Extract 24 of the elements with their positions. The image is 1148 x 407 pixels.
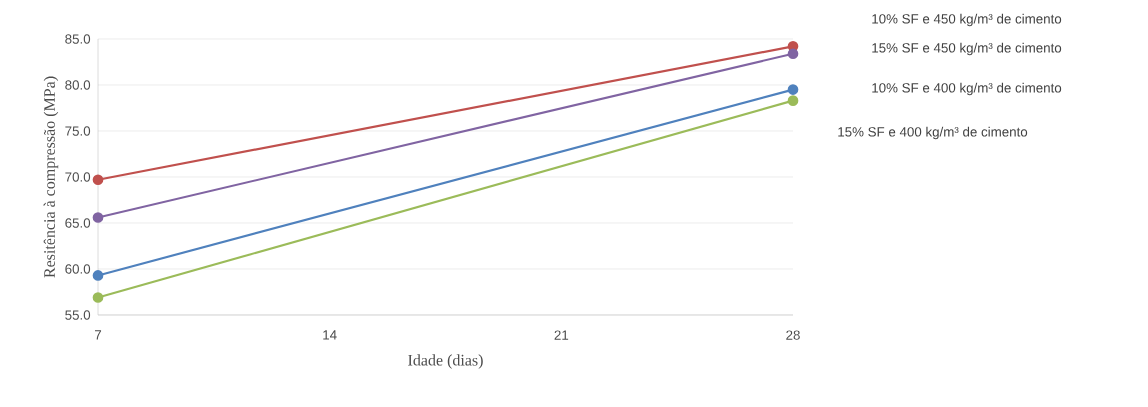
text: 10% SF e 450 kg/m³ de cimento xyxy=(872,13,1062,27)
x-axis-title: Idade (dias) xyxy=(408,354,483,369)
point xyxy=(92,292,104,303)
x-tick-label: 14 xyxy=(323,330,337,340)
text: 15% SF e 450 kg/m³ de cimento xyxy=(872,42,1062,56)
point xyxy=(787,48,799,60)
x-tick-label: 21 xyxy=(554,330,569,340)
y-tick-label: 60.0 xyxy=(65,264,91,274)
point xyxy=(787,95,799,106)
y-axis-title: Resitência à compressão (MPa) xyxy=(43,76,59,278)
point xyxy=(787,84,799,95)
y-tick-label: 85.0 xyxy=(65,34,91,44)
point xyxy=(92,270,104,281)
point xyxy=(92,212,104,223)
x-tick-label: 7 xyxy=(94,330,102,340)
point xyxy=(92,174,104,186)
text: 15% SF e 400 kg/m³ de cimento xyxy=(838,126,1028,140)
y-tick-label: 55.0 xyxy=(65,310,91,320)
y-tick-label: 65.0 xyxy=(65,218,91,228)
y-tick-label: 75.0 xyxy=(65,126,91,136)
y-tick-label: 70.0 xyxy=(65,172,91,182)
text: 10% SF e 400 kg/m³ de cimento xyxy=(872,82,1062,96)
x-tick-label: 28 xyxy=(786,330,800,340)
y-tick-label: 80.0 xyxy=(65,80,91,90)
